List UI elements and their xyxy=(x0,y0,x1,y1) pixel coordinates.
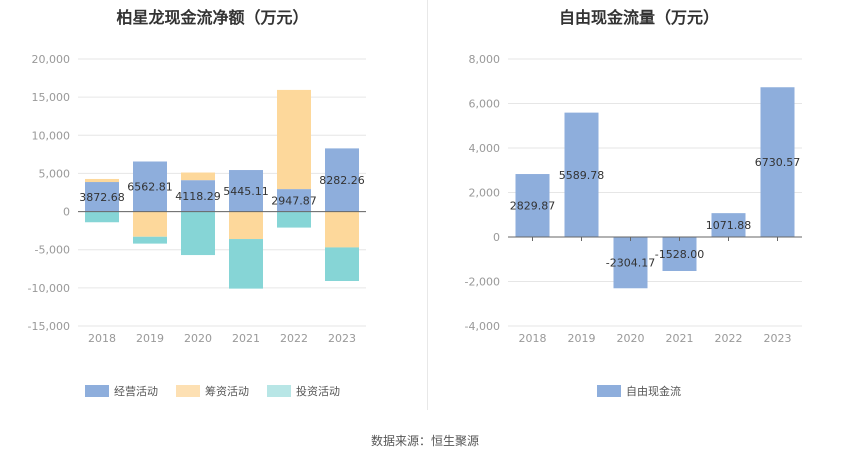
free-cashflow-chart-panel: 自由现金流量（万元） 8,000 6,000 4,000 2,000 0 -2,000 -4… xyxy=(428,0,850,410)
y-tick-label: 20,000 xyxy=(32,53,71,66)
x-tick-label: 2022 xyxy=(280,332,308,345)
legend-swatch xyxy=(176,385,200,397)
panel-divider xyxy=(427,0,428,410)
data-label: 2947.87 xyxy=(271,194,317,207)
y-tick-label: -4,000 xyxy=(465,320,500,333)
bar-1 xyxy=(711,213,746,237)
y-tick-label: -5,000 xyxy=(35,244,70,257)
y-tick-label: 8,000 xyxy=(469,53,501,66)
cashflow-net-chart: 20,000 15,000 10,000 5,000 0 -5,000 -10,000 -15… xyxy=(28,53,366,345)
bar-2 xyxy=(277,89,311,190)
cashflow-net-chart-panel: 柏星龙现金流净额（万元） 20,000 15,000 10,000 5,000 0 -5,… xyxy=(0,0,425,410)
y-tick-label: 2,000 xyxy=(469,187,501,200)
bar-2 xyxy=(133,211,167,237)
bar-3 xyxy=(277,211,311,228)
x-tick-label: 2021 xyxy=(232,332,260,345)
x-tick-label: 2020 xyxy=(184,332,212,345)
x-tick-label: 2018 xyxy=(88,332,116,345)
legend-item-investing[interactable]: 投资活动 xyxy=(267,383,340,399)
data-label: 3872.68 xyxy=(79,191,125,204)
legend-swatch xyxy=(267,385,291,397)
data-label: 6730.57 xyxy=(755,156,801,169)
x-tick-label: 2023 xyxy=(328,332,356,345)
x-tick-label: 2022 xyxy=(715,332,743,345)
legend-swatch xyxy=(597,385,621,397)
y-tick-label: 4,000 xyxy=(469,142,501,155)
bar-1 xyxy=(564,112,599,237)
y-tick-label: 10,000 xyxy=(32,129,71,142)
legend-item-free-cashflow[interactable]: 自由现金流 xyxy=(597,383,681,399)
legend-item-financing[interactable]: 筹资活动 xyxy=(176,383,249,399)
bar-2 xyxy=(181,172,215,181)
legend-label: 投资活动 xyxy=(296,385,340,398)
legend-label: 筹资活动 xyxy=(205,385,249,398)
x-tick-label: 2019 xyxy=(568,332,596,345)
legend: 自由现金流 xyxy=(428,383,850,399)
y-tick-label: 6,000 xyxy=(469,98,501,111)
chart-title: 柏星龙现金流净额（万元） xyxy=(116,8,309,27)
bar-3 xyxy=(325,247,359,281)
data-label: 4118.29 xyxy=(175,190,221,203)
free-cashflow-chart: 8,000 6,000 4,000 2,000 0 -2,000 -4,000 2018 201… xyxy=(465,53,802,345)
bar-1 xyxy=(277,189,311,212)
data-label: 5589.78 xyxy=(559,169,605,182)
y-tick-label: 5,000 xyxy=(39,167,71,180)
bar-1 xyxy=(613,237,648,289)
bar-1 xyxy=(133,161,167,212)
bar-2 xyxy=(85,178,119,183)
legend-label: 经营活动 xyxy=(114,385,158,398)
bar-3 xyxy=(85,211,119,223)
x-tick-label: 2018 xyxy=(519,332,547,345)
legend: 经营活动 筹资活动 投资活动 xyxy=(0,383,425,399)
bar-3 xyxy=(229,239,263,289)
data-label: 1071.88 xyxy=(706,219,752,232)
bar-2 xyxy=(229,211,263,240)
bar-1 xyxy=(181,180,215,212)
bar-1 xyxy=(85,182,119,212)
data-label: 5445.11 xyxy=(223,185,269,198)
y-tick-label: 0 xyxy=(493,231,500,244)
chart-title: 自由现金流量（万元） xyxy=(558,8,719,27)
x-tick-label: 2023 xyxy=(764,332,792,345)
legend-swatch xyxy=(85,385,109,397)
bar-1 xyxy=(760,87,795,238)
bar-1 xyxy=(325,148,359,212)
x-tick-label: 2020 xyxy=(617,332,645,345)
legend-label: 自由现金流 xyxy=(626,385,681,398)
bar-1 xyxy=(229,170,263,212)
data-source-note: 数据来源：恒生聚源 xyxy=(370,434,479,448)
data-label: 8282.26 xyxy=(319,174,365,187)
data-label: -1528.00 xyxy=(655,248,704,261)
legend-item-operating[interactable]: 经营活动 xyxy=(85,383,158,399)
x-tick-label: 2021 xyxy=(666,332,694,345)
y-tick-label: -15,000 xyxy=(28,320,70,333)
data-label: -2304.17 xyxy=(606,257,655,270)
data-label: 2829.87 xyxy=(510,200,556,213)
x-tick-label: 2019 xyxy=(136,332,164,345)
bar-1 xyxy=(515,174,550,237)
data-label: 6562.81 xyxy=(127,181,173,194)
y-tick-label: -10,000 xyxy=(28,282,70,295)
bar-3 xyxy=(133,236,167,244)
y-tick-label: 15,000 xyxy=(32,91,71,104)
bar-3 xyxy=(181,211,215,256)
bar-1 xyxy=(662,237,697,271)
y-tick-label: -2,000 xyxy=(465,276,500,289)
bar-2 xyxy=(325,211,359,248)
y-tick-label: 0 xyxy=(63,206,70,219)
